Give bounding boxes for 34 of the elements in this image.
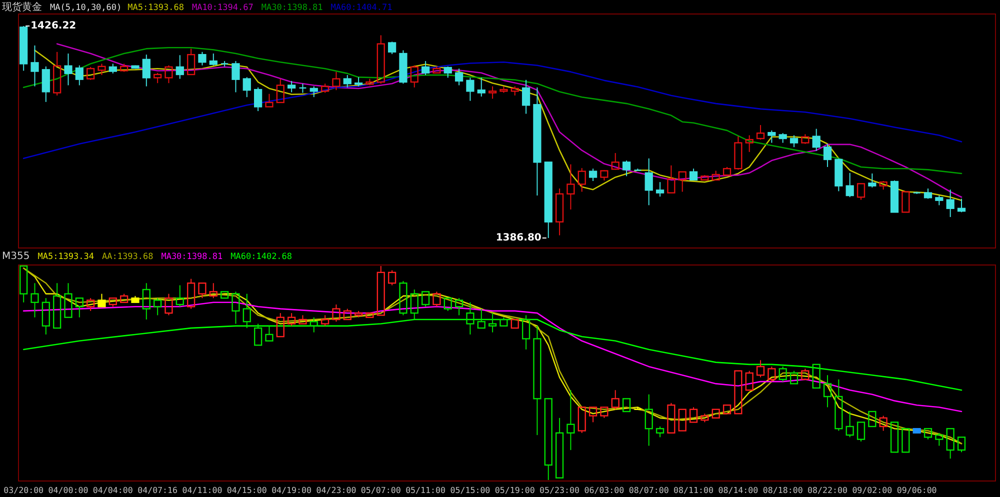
x-tick-label: 04/15:00 [226,485,267,495]
x-tick-label: 05/11:00 [406,485,446,495]
text: MA60:1404.71 [330,3,392,13]
x-tick-label: 05/19:00 [494,485,535,495]
text: MA30:1398.81 [161,252,223,262]
x-tick-label: 04/19:00 [272,485,312,495]
x-tick-label: 04/23:00 [316,485,356,495]
x-tick-label: 04/04:00 [92,485,133,495]
x-tick-label: 09/06:00 [896,485,937,495]
x-tick-label: 08/18:00 [762,485,803,495]
x-tick-label: 04/00:00 [48,485,88,495]
text: MA5:1393.68 [128,3,184,13]
x-tick-label: 05/23:00 [540,485,580,495]
x-tick-label: 06/03:00 [584,485,624,495]
chart-subtitle: MA(5,10,30,60) [50,3,122,13]
x-tick-label: 05/07:00 [360,485,401,495]
x-tick-label: 04/07:16 [138,485,178,495]
x-tick-label: 08/07:00 [628,485,669,495]
x-tick-label: 08/11:00 [674,485,714,495]
x-tick-label: 08/22:00 [808,485,848,495]
x-tick-label: 09/02:00 [852,485,892,495]
text: MA60:1402.68 [230,252,292,262]
chart-title: 现货黄金 [2,1,42,13]
chart-title: M355 [2,251,30,262]
text: AA:1393.68 [102,252,154,262]
series-label: MA5:1393.34 [38,252,94,262]
x-tick-label: 04/11:00 [182,485,222,495]
x-tick-label: 03/20:00 [4,485,44,495]
x-tick-label: 05/15:00 [450,485,490,495]
text: MA30:1398.81 [261,3,323,13]
annotation: 1426.22 [30,20,76,32]
annotation: 1386.80 [496,232,542,244]
x-tick-label: 08/14:00 [718,485,758,495]
text: MA10:1394.67 [192,3,254,13]
